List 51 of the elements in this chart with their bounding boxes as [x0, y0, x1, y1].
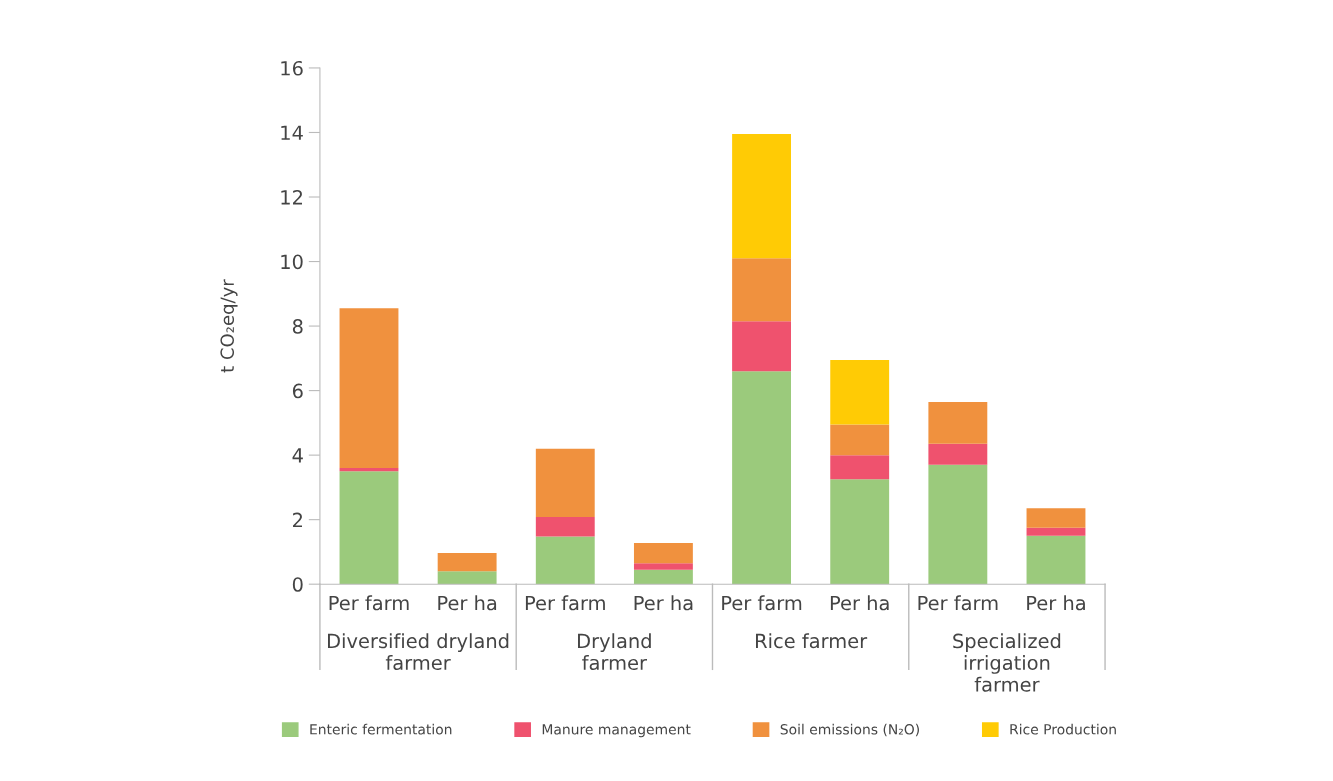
x-tick-label: Per farm	[722, 595, 802, 611]
bar	[535, 448, 595, 518]
bar	[1026, 535, 1086, 585]
bar	[437, 571, 497, 585]
x-tick-label: Per ha	[634, 595, 693, 611]
legend-label: Soil emissions (N₂O)	[780, 723, 919, 737]
legend-label: Manure management	[542, 724, 691, 738]
bar	[535, 517, 595, 537]
legend-label: Enteric fermentation	[310, 723, 452, 735]
bar	[339, 471, 399, 585]
bar	[1026, 508, 1086, 528]
bar	[339, 308, 399, 469]
text: Specialized irrigation farmer	[953, 633, 1061, 692]
x-tick-label: Per farm	[329, 595, 409, 611]
bar	[732, 134, 791, 259]
bar	[830, 424, 890, 456]
bar	[535, 536, 595, 585]
bar	[928, 464, 988, 585]
y-tick-label: 10	[281, 254, 303, 270]
y-tick-label: 8	[292, 319, 303, 334]
x-tick-label: Per ha	[830, 595, 889, 611]
text: Rice farmer	[756, 633, 868, 649]
x-tick-label: Per ha	[438, 595, 497, 611]
y-tick-label: 4	[292, 448, 303, 463]
y-tick-label: 12	[281, 189, 302, 205]
x-tick-label: Per ha	[1027, 595, 1085, 611]
bar	[928, 443, 988, 465]
bar	[830, 479, 890, 585]
bar	[633, 542, 693, 564]
bar	[830, 359, 890, 425]
bar	[437, 552, 497, 572]
bar	[633, 563, 693, 570]
x-tick-label: Per farm	[525, 595, 605, 611]
bar	[339, 468, 399, 472]
bar	[1026, 527, 1086, 536]
text: Dryland farmer	[578, 633, 651, 671]
text: Diversified dryland farmer	[328, 633, 509, 671]
x-tick-label: Per farm	[918, 595, 998, 611]
y-tick-label: 0	[292, 577, 303, 592]
bar	[732, 371, 791, 585]
bar	[633, 569, 693, 585]
y-tick-label: 16	[281, 60, 303, 76]
y-tick-label: 2	[293, 512, 302, 528]
bar	[928, 401, 988, 444]
y-axis-title: t CO₂eq/yr	[220, 279, 238, 373]
y-tick-label: 6	[292, 383, 303, 399]
bar	[732, 258, 791, 322]
bar	[830, 455, 890, 480]
y-tick-label: 14	[281, 125, 303, 140]
bar	[732, 321, 791, 372]
legend-label: Rice Production	[1010, 723, 1116, 735]
